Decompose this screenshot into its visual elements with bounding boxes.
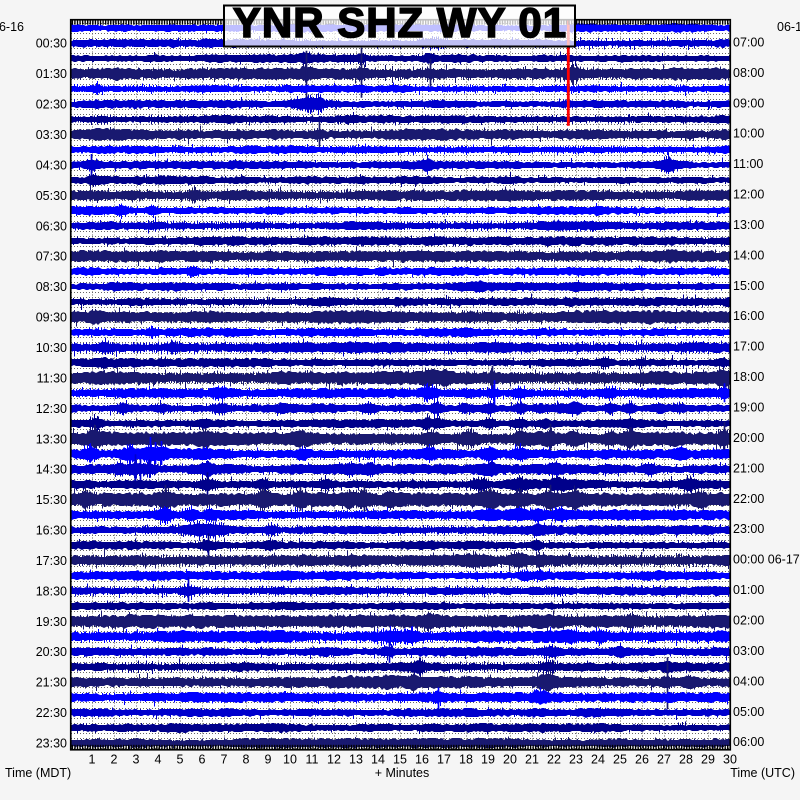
svg-text:30: 30 bbox=[723, 753, 737, 767]
svg-text:22: 22 bbox=[547, 753, 561, 767]
svg-text:04:00: 04:00 bbox=[733, 674, 764, 688]
svg-text:13:30: 13:30 bbox=[36, 432, 67, 446]
svg-text:23:30: 23:30 bbox=[36, 737, 67, 751]
svg-text:29: 29 bbox=[701, 753, 715, 767]
svg-text:10:30: 10:30 bbox=[36, 341, 67, 355]
svg-text:18:30: 18:30 bbox=[36, 584, 67, 598]
svg-text:17: 17 bbox=[437, 753, 451, 767]
svg-text:07:30: 07:30 bbox=[36, 250, 67, 264]
svg-text:16:30: 16:30 bbox=[36, 524, 67, 538]
svg-text:21:00: 21:00 bbox=[733, 461, 764, 475]
svg-text:8: 8 bbox=[243, 753, 250, 767]
svg-text:10:00: 10:00 bbox=[733, 127, 764, 141]
svg-text:YNR SHZ WY 01: YNR SHZ WY 01 bbox=[233, 0, 567, 46]
svg-text:14:30: 14:30 bbox=[36, 463, 67, 477]
svg-text:Time (MDT): Time (MDT) bbox=[5, 766, 71, 780]
svg-text:00:00 06-17: 00:00 06-17 bbox=[733, 553, 800, 567]
svg-text:04:30: 04:30 bbox=[36, 158, 67, 172]
svg-text:25: 25 bbox=[613, 753, 627, 767]
svg-text:+ Minutes: + Minutes bbox=[375, 766, 430, 780]
svg-text:1: 1 bbox=[89, 753, 96, 767]
svg-text:20: 20 bbox=[503, 753, 517, 767]
svg-text:11: 11 bbox=[306, 753, 319, 767]
svg-text:12: 12 bbox=[327, 753, 341, 767]
svg-text:05:00: 05:00 bbox=[733, 705, 764, 719]
svg-text:15: 15 bbox=[393, 753, 407, 767]
svg-text:09:00: 09:00 bbox=[733, 96, 764, 110]
svg-text:09:30: 09:30 bbox=[36, 311, 67, 325]
svg-text:19:00: 19:00 bbox=[733, 401, 764, 415]
svg-text:11:00: 11:00 bbox=[733, 157, 763, 171]
svg-text:06-16: 06-16 bbox=[0, 20, 24, 34]
svg-text:14:00: 14:00 bbox=[733, 248, 764, 262]
svg-text:13:00: 13:00 bbox=[733, 218, 764, 232]
svg-text:03:00: 03:00 bbox=[733, 644, 764, 658]
svg-text:22:30: 22:30 bbox=[36, 706, 67, 720]
svg-text:14: 14 bbox=[371, 753, 385, 767]
svg-text:2: 2 bbox=[111, 753, 118, 767]
svg-text:3: 3 bbox=[133, 753, 140, 767]
svg-text:19: 19 bbox=[481, 753, 495, 767]
svg-text:19:30: 19:30 bbox=[36, 615, 67, 629]
svg-text:12:30: 12:30 bbox=[36, 402, 67, 416]
svg-text:6: 6 bbox=[199, 753, 206, 767]
svg-text:21:30: 21:30 bbox=[36, 676, 67, 690]
svg-text:02:30: 02:30 bbox=[36, 98, 67, 112]
svg-text:16:00: 16:00 bbox=[733, 309, 764, 323]
svg-text:9: 9 bbox=[265, 753, 272, 767]
svg-text:23:00: 23:00 bbox=[733, 522, 764, 536]
svg-text:05:30: 05:30 bbox=[36, 189, 67, 203]
svg-text:08:30: 08:30 bbox=[36, 280, 67, 294]
svg-text:22:00: 22:00 bbox=[733, 492, 764, 506]
svg-text:01:00: 01:00 bbox=[733, 583, 764, 597]
svg-text:5: 5 bbox=[177, 753, 184, 767]
svg-text:Time (UTC): Time (UTC) bbox=[730, 766, 795, 780]
svg-text:18: 18 bbox=[459, 753, 473, 767]
svg-text:18:00: 18:00 bbox=[733, 370, 764, 384]
svg-text:15:00: 15:00 bbox=[733, 279, 764, 293]
svg-text:02:00: 02:00 bbox=[733, 614, 764, 628]
svg-text:7: 7 bbox=[221, 753, 228, 767]
svg-text:24: 24 bbox=[591, 753, 605, 767]
svg-text:06:30: 06:30 bbox=[36, 219, 67, 233]
svg-text:07:00: 07:00 bbox=[733, 35, 764, 49]
svg-text:20:30: 20:30 bbox=[36, 645, 67, 659]
svg-text:10: 10 bbox=[283, 753, 297, 767]
svg-text:01:30: 01:30 bbox=[36, 67, 67, 81]
svg-text:06:00: 06:00 bbox=[733, 735, 764, 749]
svg-text:15:30: 15:30 bbox=[36, 493, 67, 507]
svg-text:06-16: 06-16 bbox=[777, 20, 800, 34]
svg-text:17:00: 17:00 bbox=[733, 340, 764, 354]
svg-text:17:30: 17:30 bbox=[36, 554, 67, 568]
svg-text:03:30: 03:30 bbox=[36, 128, 67, 142]
svg-text:23: 23 bbox=[569, 753, 583, 767]
svg-text:28: 28 bbox=[679, 753, 693, 767]
svg-text:4: 4 bbox=[155, 753, 162, 767]
svg-text:00:30: 00:30 bbox=[36, 37, 67, 51]
svg-text:12:00: 12:00 bbox=[733, 188, 764, 202]
svg-text:13: 13 bbox=[349, 753, 363, 767]
svg-text:16: 16 bbox=[415, 753, 429, 767]
svg-text:20:00: 20:00 bbox=[733, 431, 764, 445]
svg-text:21: 21 bbox=[525, 753, 539, 767]
svg-text:26: 26 bbox=[635, 753, 649, 767]
svg-text:27: 27 bbox=[657, 753, 671, 767]
svg-text:08:00: 08:00 bbox=[733, 66, 764, 80]
svg-text:11:30: 11:30 bbox=[37, 371, 67, 385]
